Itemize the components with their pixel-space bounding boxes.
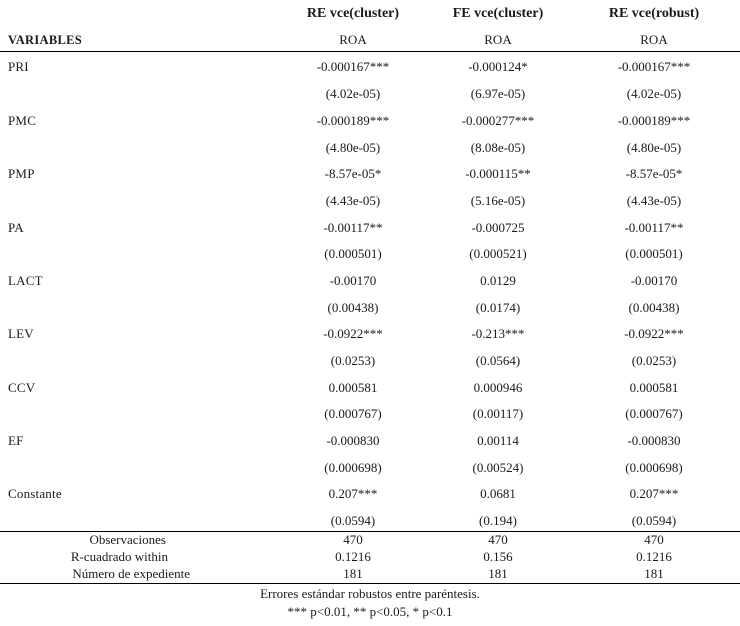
- dependent-var-col2: ROA: [484, 32, 512, 47]
- stat-label-observaciones: Observaciones: [89, 532, 166, 547]
- row-label-ccv: CCV: [8, 380, 36, 395]
- coef-cell: 0.207***: [629, 486, 679, 501]
- coef-cell: 0.207***: [328, 486, 378, 501]
- coef-cell: -0.000167***: [617, 59, 691, 74]
- coef-cell: 0.0129: [480, 273, 516, 288]
- coef-cell: -0.000277***: [461, 113, 535, 128]
- dependent-var-col3: ROA: [640, 32, 668, 47]
- dependent-var-col1: ROA: [339, 32, 367, 47]
- column-header-fe-cluster: FE vce(cluster): [452, 6, 544, 21]
- row-label-lev: LEV: [8, 326, 34, 341]
- coef-cell: -0.000725: [471, 220, 525, 235]
- stat-cell: 181: [488, 566, 508, 581]
- row-label-lact: LACT: [8, 273, 43, 288]
- se-cell: (0.000698): [625, 460, 683, 475]
- se-cell: (0.00438): [628, 300, 680, 315]
- coef-cell: -0.000189***: [316, 113, 390, 128]
- stat-label-numero-expediente: Número de expediente: [72, 566, 190, 581]
- coef-cell: -0.000124*: [468, 59, 528, 74]
- row-label-pa: PA: [8, 220, 24, 235]
- stat-cell: 181: [644, 566, 664, 581]
- coef-cell: -0.213***: [471, 326, 525, 341]
- coef-cell: -0.000830: [627, 433, 681, 448]
- se-cell: (0.000501): [625, 246, 683, 261]
- stat-cell: 470: [343, 532, 363, 547]
- table-note-significance: *** p<0.01, ** p<0.05, * p<0.1: [287, 604, 453, 619]
- se-cell: (0.000767): [625, 406, 683, 421]
- header-rule: [0, 51, 740, 52]
- coef-cell: -0.00117**: [624, 220, 684, 235]
- stat-cell: 0.156: [483, 549, 513, 564]
- coef-cell: 0.00114: [477, 433, 519, 448]
- coef-cell: -0.000167***: [316, 59, 390, 74]
- row-label-ef: EF: [8, 433, 24, 448]
- se-cell: (0.0564): [475, 353, 521, 368]
- coef-cell: -0.000115**: [465, 166, 531, 181]
- stat-cell: 181: [343, 566, 363, 581]
- se-cell: (0.00524): [472, 460, 524, 475]
- coef-cell: -0.0922***: [323, 326, 383, 341]
- se-cell: (4.02e-05): [325, 86, 381, 101]
- footer-rule: [0, 583, 740, 584]
- se-cell: (0.00117): [472, 406, 524, 421]
- se-cell: (0.0253): [631, 353, 677, 368]
- coef-cell: -8.57e-05*: [625, 166, 683, 181]
- se-cell: (0.0594): [631, 513, 677, 528]
- row-label-pmp: PMP: [8, 166, 35, 181]
- se-cell: (0.194): [479, 513, 517, 528]
- coef-cell: 0.000581: [328, 380, 378, 395]
- column-header-re-cluster: RE vce(cluster): [306, 6, 400, 21]
- se-cell: (4.43e-05): [626, 193, 682, 208]
- se-cell: (0.0594): [330, 513, 376, 528]
- stat-label-r-cuadrado: R-cuadrado within: [70, 549, 168, 564]
- coef-cell: 0.0681: [480, 486, 516, 501]
- se-cell: (0.000767): [324, 406, 382, 421]
- row-label-constante: Constante: [8, 486, 62, 501]
- column-header-re-robust: RE vce(robust): [608, 6, 700, 21]
- row-label-pmc: PMC: [8, 113, 37, 128]
- variables-header: VARIABLES: [8, 33, 83, 47]
- se-cell: (0.000501): [324, 246, 382, 261]
- se-cell: (6.97e-05): [470, 86, 526, 101]
- se-cell: (5.16e-05): [470, 193, 526, 208]
- se-cell: (8.08e-05): [470, 140, 526, 155]
- se-cell: (0.0253): [330, 353, 376, 368]
- stat-cell: 0.1216: [335, 549, 371, 564]
- coef-cell: 0.000946: [473, 380, 523, 395]
- se-cell: (0.000698): [324, 460, 382, 475]
- row-label-pri: PRI: [8, 59, 29, 74]
- body-rule: [0, 531, 740, 532]
- stat-cell: 470: [488, 532, 508, 547]
- coef-cell: -0.0922***: [624, 326, 684, 341]
- coef-cell: -8.57e-05*: [324, 166, 382, 181]
- coef-cell: -0.00117**: [323, 220, 383, 235]
- coef-cell: -0.00170: [329, 273, 377, 288]
- se-cell: (0.00438): [327, 300, 379, 315]
- coef-cell: -0.000830: [326, 433, 380, 448]
- coef-cell: 0.000581: [629, 380, 679, 395]
- se-cell: (0.0174): [475, 300, 521, 315]
- se-cell: (4.80e-05): [325, 140, 381, 155]
- table-note-se: Errores estándar robustos entre paréntes…: [260, 586, 480, 601]
- stat-cell: 470: [644, 532, 664, 547]
- se-cell: (4.02e-05): [626, 86, 682, 101]
- coef-cell: -0.00170: [630, 273, 678, 288]
- se-cell: (4.43e-05): [325, 193, 381, 208]
- coef-cell: -0.000189***: [617, 113, 691, 128]
- se-cell: (0.000521): [469, 246, 527, 261]
- se-cell: (4.80e-05): [626, 140, 682, 155]
- stat-cell: 0.1216: [636, 549, 672, 564]
